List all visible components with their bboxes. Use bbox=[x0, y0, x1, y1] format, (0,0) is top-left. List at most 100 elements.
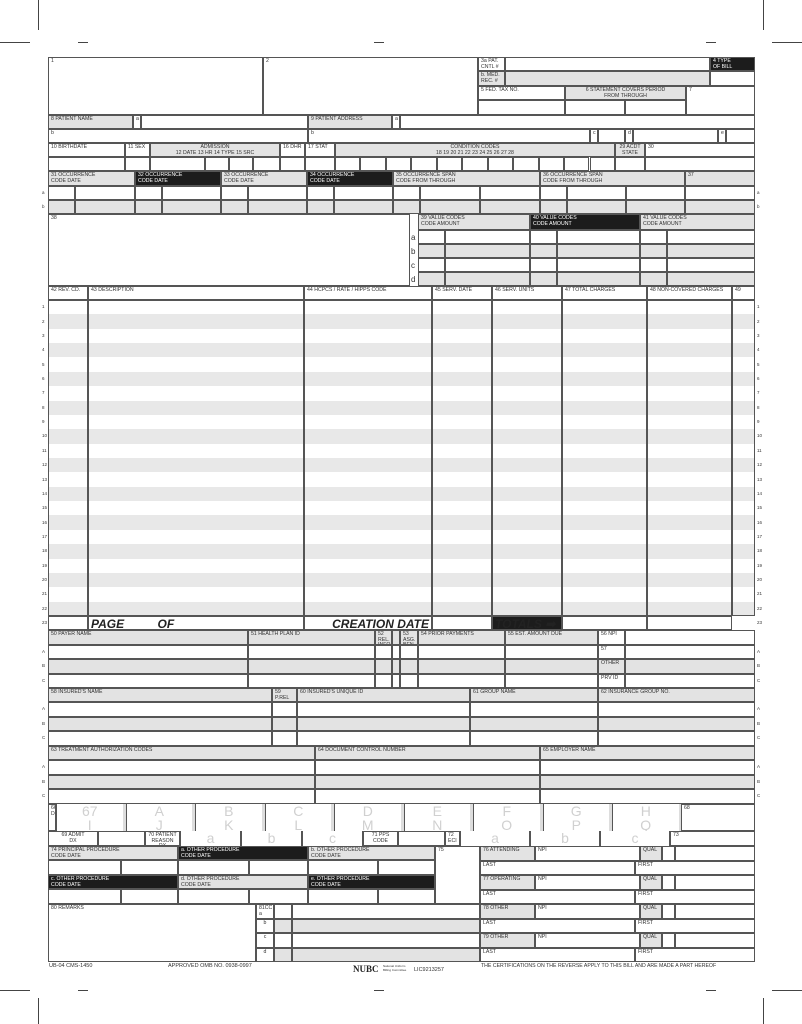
total-noncovered-input[interactable] bbox=[647, 616, 732, 630]
value-code-input[interactable] bbox=[667, 258, 755, 272]
admission-input[interactable] bbox=[280, 157, 305, 171]
condition-code-input[interactable] bbox=[487, 157, 514, 171]
payer-input[interactable] bbox=[375, 673, 392, 688]
patient-name-b[interactable]: b bbox=[48, 129, 308, 143]
address-city-input[interactable] bbox=[598, 129, 625, 143]
occurrence-input[interactable] bbox=[420, 200, 480, 214]
insured-input[interactable] bbox=[48, 731, 272, 746]
procedure-input[interactable] bbox=[249, 889, 308, 904]
rev-code-23[interactable] bbox=[48, 616, 88, 630]
qual-value-input[interactable] bbox=[675, 846, 755, 861]
value-code-input[interactable] bbox=[557, 272, 640, 286]
authorization-input[interactable] bbox=[48, 760, 315, 775]
admission-input[interactable] bbox=[253, 157, 280, 171]
procedure-input[interactable] bbox=[178, 860, 249, 875]
condition-code-input[interactable] bbox=[335, 157, 361, 171]
value-code-input[interactable] bbox=[557, 244, 640, 258]
procedure-input[interactable] bbox=[378, 860, 435, 875]
admission-input[interactable] bbox=[305, 157, 335, 171]
insured-input[interactable] bbox=[297, 702, 470, 717]
field-75[interactable]: 75 bbox=[435, 846, 480, 904]
occurrence-input[interactable] bbox=[685, 186, 755, 200]
payer-input[interactable] bbox=[400, 645, 418, 660]
occurrence-input[interactable] bbox=[334, 200, 393, 214]
occurrence-input[interactable] bbox=[480, 200, 540, 214]
qual-input[interactable] bbox=[662, 904, 675, 919]
line-item-column[interactable] bbox=[562, 300, 647, 616]
insured-input[interactable] bbox=[272, 716, 297, 732]
cc-qual-input[interactable] bbox=[274, 933, 292, 948]
value-code-input[interactable] bbox=[530, 244, 557, 258]
line-item-column[interactable] bbox=[88, 300, 304, 616]
value-code-input[interactable] bbox=[445, 230, 530, 244]
line-item-column[interactable] bbox=[647, 300, 732, 616]
total-charges-input[interactable] bbox=[562, 616, 647, 630]
payer-input[interactable] bbox=[505, 673, 598, 688]
procedure-input[interactable] bbox=[48, 860, 121, 875]
authorization-input[interactable] bbox=[540, 789, 755, 804]
value-code-input[interactable] bbox=[530, 272, 557, 286]
value-code-input[interactable] bbox=[418, 272, 445, 286]
admission-input[interactable] bbox=[229, 157, 253, 171]
occurrence-input[interactable] bbox=[221, 186, 248, 200]
condition-code-input[interactable] bbox=[462, 157, 488, 171]
insured-input[interactable] bbox=[470, 716, 598, 732]
occurrence-input[interactable] bbox=[135, 200, 162, 214]
occurrence-input[interactable] bbox=[48, 200, 75, 214]
payer-input[interactable] bbox=[400, 659, 418, 674]
payer-input[interactable] bbox=[418, 645, 505, 660]
accident-state-input[interactable] bbox=[615, 157, 645, 171]
insured-input[interactable] bbox=[470, 702, 598, 717]
provider-name-address-box[interactable]: 1 bbox=[48, 57, 263, 115]
cc-code-input[interactable] bbox=[292, 947, 480, 962]
qual-value-input[interactable] bbox=[675, 875, 755, 890]
authorization-input[interactable] bbox=[540, 760, 755, 775]
payer-input[interactable] bbox=[48, 673, 248, 688]
occurrence-input[interactable] bbox=[48, 186, 75, 200]
dx-code-cell[interactable]: C bbox=[264, 804, 334, 818]
qual-value-input[interactable] bbox=[675, 933, 755, 948]
value-code-input[interactable] bbox=[640, 272, 667, 286]
cc-qual-input[interactable] bbox=[274, 904, 292, 919]
procedure-input[interactable] bbox=[249, 860, 308, 875]
condition-code-input[interactable] bbox=[589, 157, 615, 171]
value-code-input[interactable] bbox=[667, 230, 755, 244]
authorization-input[interactable] bbox=[315, 774, 540, 790]
insured-input[interactable] bbox=[272, 731, 297, 746]
prv-id-input[interactable] bbox=[625, 673, 755, 688]
payer-input[interactable] bbox=[375, 659, 392, 674]
pps-code-input[interactable] bbox=[398, 831, 445, 846]
occurrence-input[interactable] bbox=[307, 186, 334, 200]
occurrence-input[interactable] bbox=[567, 186, 626, 200]
occurrence-input[interactable] bbox=[685, 200, 755, 214]
insured-input[interactable] bbox=[470, 731, 598, 746]
payer-input[interactable] bbox=[375, 645, 392, 660]
condition-code-input[interactable] bbox=[385, 157, 412, 171]
admit-dx-input[interactable] bbox=[98, 831, 145, 846]
occurrence-input[interactable] bbox=[567, 200, 626, 214]
occurrence-input[interactable] bbox=[162, 186, 221, 200]
value-code-input[interactable] bbox=[557, 230, 640, 244]
qual-input[interactable] bbox=[662, 933, 675, 948]
dx-code-cell[interactable]: J bbox=[125, 817, 195, 831]
insured-input[interactable] bbox=[598, 716, 755, 732]
address-country-input[interactable] bbox=[726, 129, 755, 143]
procedure-input[interactable] bbox=[378, 889, 435, 904]
authorization-input[interactable] bbox=[48, 774, 315, 790]
occurrence-input[interactable] bbox=[540, 200, 567, 214]
dx-code-cell[interactable]: K bbox=[195, 817, 265, 831]
line-item-column[interactable] bbox=[48, 300, 88, 616]
dx-code-cell[interactable]: F bbox=[473, 804, 543, 818]
insured-input[interactable] bbox=[48, 716, 272, 732]
value-code-input[interactable] bbox=[418, 244, 445, 258]
authorization-input[interactable] bbox=[315, 789, 540, 804]
dx-code-cell[interactable]: A bbox=[125, 804, 195, 818]
dx-code-cell[interactable]: Q bbox=[612, 817, 682, 831]
line-item-column[interactable] bbox=[304, 300, 432, 616]
dx-code-cell[interactable]: B bbox=[195, 804, 265, 818]
procedure-input[interactable] bbox=[48, 889, 121, 904]
cc-code-input[interactable] bbox=[292, 904, 480, 919]
value-code-input[interactable] bbox=[667, 244, 755, 258]
patient-address-input[interactable] bbox=[400, 115, 755, 129]
statement-through-input[interactable] bbox=[625, 100, 686, 115]
